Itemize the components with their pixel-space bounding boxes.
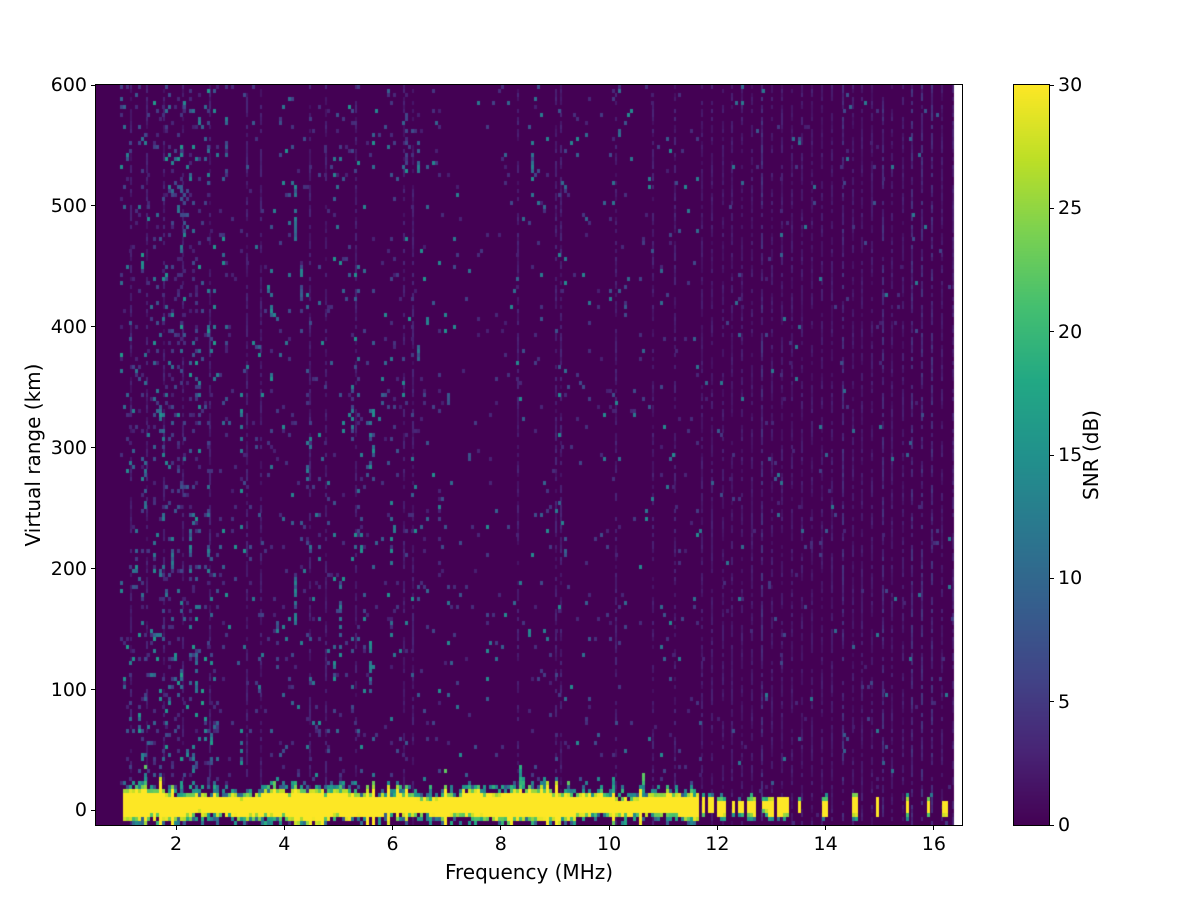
x-tick-label: 16 bbox=[921, 833, 946, 855]
x-tick-label: 6 bbox=[386, 833, 399, 855]
x-tick-mark bbox=[825, 826, 827, 830]
ionogram-heatmap-canvas bbox=[96, 85, 962, 825]
colorbar-tick-mark bbox=[1050, 701, 1054, 703]
x-tick-label: 2 bbox=[170, 833, 183, 855]
colorbar-tick-label: 25 bbox=[1058, 197, 1083, 220]
x-tick-mark bbox=[608, 826, 610, 830]
colorbar-tick-mark bbox=[1050, 331, 1054, 333]
y-tick-mark bbox=[91, 447, 95, 449]
y-tick-label: 400 bbox=[50, 315, 87, 338]
y-tick-mark bbox=[91, 689, 95, 691]
y-tick-label: 200 bbox=[50, 557, 87, 580]
colorbar-tick-label: 30 bbox=[1058, 74, 1083, 96]
x-tick-mark bbox=[933, 826, 935, 830]
colorbar-tick-label: 15 bbox=[1058, 444, 1083, 466]
colorbar-gradient-canvas bbox=[1014, 85, 1049, 825]
x-tick-label: 10 bbox=[597, 833, 622, 855]
y-tick-mark bbox=[91, 84, 95, 86]
colorbar-tick-label: 5 bbox=[1058, 690, 1071, 713]
x-tick-label: 14 bbox=[813, 833, 838, 855]
x-tick-mark bbox=[283, 826, 285, 830]
x-axis-label: Frequency (MHz) bbox=[444, 860, 614, 884]
x-tick-mark bbox=[500, 826, 502, 830]
y-tick-mark bbox=[91, 568, 95, 570]
colorbar-tick-mark bbox=[1050, 207, 1054, 209]
x-tick-mark bbox=[392, 826, 394, 830]
x-tick-label: 12 bbox=[705, 833, 730, 855]
colorbar-tick-mark bbox=[1050, 577, 1054, 579]
y-tick-label: 0 bbox=[74, 799, 87, 822]
x-tick-mark bbox=[175, 826, 177, 830]
colorbar-tick-mark bbox=[1050, 454, 1054, 456]
y-tick-label: 100 bbox=[50, 678, 87, 701]
x-tick-mark bbox=[716, 826, 718, 830]
y-tick-mark bbox=[91, 326, 95, 328]
y-tick-label: 500 bbox=[50, 194, 87, 217]
colorbar-tick-label: 0 bbox=[1058, 814, 1071, 836]
x-tick-label: 8 bbox=[494, 833, 507, 855]
colorbar-tick-mark bbox=[1050, 84, 1054, 86]
y-tick-mark bbox=[91, 205, 95, 207]
y-tick-label: 300 bbox=[50, 436, 87, 459]
colorbar-tick-label: 20 bbox=[1058, 320, 1083, 343]
colorbar-tick-label: 10 bbox=[1058, 567, 1083, 590]
colorbar-tick-mark bbox=[1050, 824, 1054, 826]
y-tick-mark bbox=[91, 809, 95, 811]
y-tick-label: 600 bbox=[50, 74, 87, 96]
x-tick-label: 4 bbox=[278, 833, 291, 855]
